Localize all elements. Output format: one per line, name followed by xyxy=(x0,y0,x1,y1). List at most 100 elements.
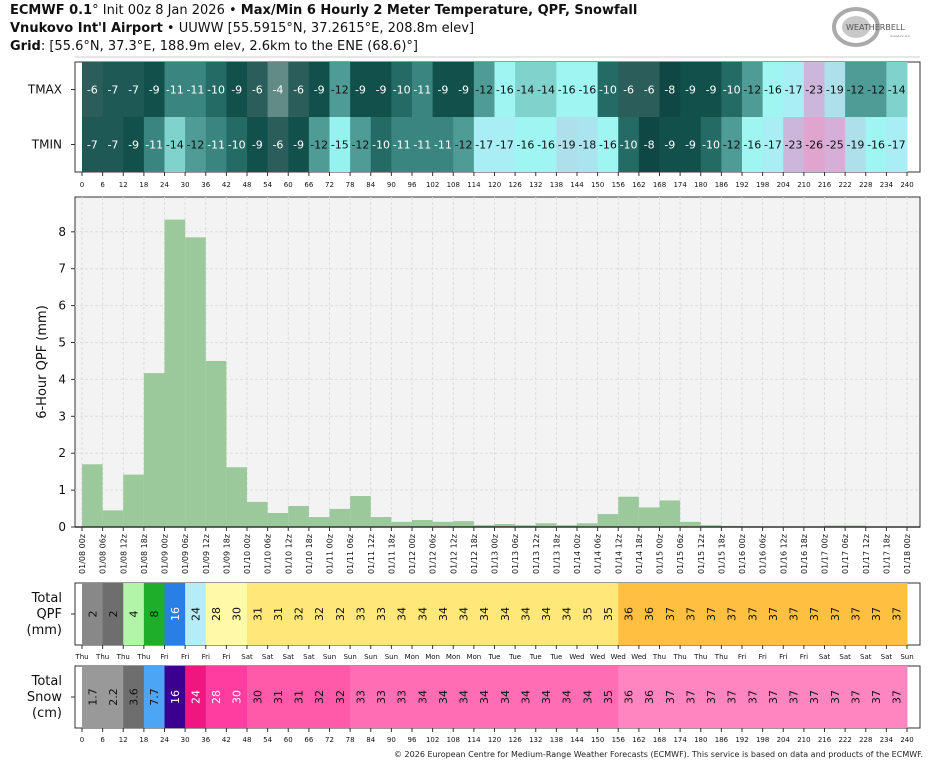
tmin-cell xyxy=(680,117,702,172)
tmin-value: -9 xyxy=(664,139,675,152)
tmin-cell xyxy=(329,117,351,172)
tmax-value: -9 xyxy=(149,84,160,97)
total-qpf-x-tick-label: Thu xyxy=(652,653,666,661)
tmax-cell xyxy=(412,62,434,117)
tmax-value: -14 xyxy=(888,84,906,97)
total-qpf-cell xyxy=(700,583,722,645)
tmin-value: -17 xyxy=(764,139,782,152)
qpf-bar xyxy=(577,523,598,527)
qpf-y-axis-label: 6-Hour QPF (mm) xyxy=(35,305,50,419)
total-snow-cell xyxy=(350,666,372,728)
tmax-cell xyxy=(350,62,372,117)
tmin-cell xyxy=(308,117,330,172)
total-snow-cell xyxy=(205,666,227,728)
tmin-value: -26 xyxy=(805,139,823,152)
temp-x-tick-label: 42 xyxy=(222,181,231,189)
qpf-x-tick-label: 01/15 06z xyxy=(676,534,685,574)
total-qpf-cell xyxy=(742,583,764,645)
total-qpf-cell xyxy=(143,583,165,645)
qpf-x-tick-label: 01/11 06z xyxy=(346,534,355,574)
qpf-bar xyxy=(185,237,206,527)
total-snow-cell xyxy=(473,666,495,728)
tmax-cell xyxy=(721,62,743,117)
total-qpf-x-tick-label: Sun xyxy=(364,653,377,661)
tmin-value: -12 xyxy=(723,139,741,152)
qpf-x-tick-label: 01/10 12z xyxy=(284,534,293,574)
tmin-value: -10 xyxy=(620,139,638,152)
total-qpf-panel: 2 2 4 8 16 24 28 30 31 31 32 32 32 33 33 34 34 34 34 34 34 34… xyxy=(27,582,921,661)
qpf-bar xyxy=(473,525,495,527)
tmin-cell xyxy=(886,117,908,172)
tmin-value: -9 xyxy=(128,139,139,152)
qpf-x-tick-label: 01/15 00z xyxy=(656,534,665,574)
total-snow-value: 34 xyxy=(561,690,574,704)
copyright-notice: © 2026 European Centre for Medium-Range … xyxy=(394,750,923,759)
total-snow-cell xyxy=(82,666,104,728)
total-snow-x-tick-label: 102 xyxy=(426,736,439,744)
total-snow-x-tick-label: 156 xyxy=(612,736,626,744)
total-qpf-cell xyxy=(638,583,660,645)
tmin-cell xyxy=(267,117,289,172)
total-snow-x-tick-label: 6 xyxy=(100,736,105,744)
qpf-bar xyxy=(494,524,516,527)
grid-line: Grid: [55.6°N, 37.3°E, 188.9m elev, 2.6k… xyxy=(10,39,418,54)
total-snow-value: 24 xyxy=(189,690,202,704)
temp-x-tick-label: 204 xyxy=(777,181,791,189)
total-snow-value: 37 xyxy=(829,690,842,704)
tmax-value: -6 xyxy=(87,84,98,97)
tmax-cell xyxy=(267,62,289,117)
temp-x-tick-label: 120 xyxy=(488,181,501,189)
tmin-cell xyxy=(102,117,124,172)
tmax-value: -16 xyxy=(496,84,514,97)
qpf-y-tick-label: 8 xyxy=(58,225,66,239)
total-snow-cell xyxy=(143,666,165,728)
qpf-x-tick-label: 01/11 00z xyxy=(326,534,335,574)
total-snow-value: 37 xyxy=(808,690,821,704)
temp-x-tick-label: 36 xyxy=(201,181,210,189)
tmin-value: -12 xyxy=(310,139,328,152)
qpf-x-tick-label: 01/08 06z xyxy=(99,534,108,574)
total-snow-cell xyxy=(329,666,351,728)
total-snow-value: 33 xyxy=(396,690,409,704)
total-snow-x-tick-label: 54 xyxy=(263,736,272,744)
total-qpf-x-tick-label: Sun xyxy=(323,653,336,661)
total-qpf-x-tick-label: Mon xyxy=(466,653,481,661)
temp-x-tick-label: 114 xyxy=(467,181,481,189)
tmin-value: -17 xyxy=(475,139,493,152)
total-qpf-value: 37 xyxy=(849,607,862,621)
total-qpf-value: 35 xyxy=(602,607,615,621)
total-snow-cell xyxy=(556,666,578,728)
tmax-value: -6 xyxy=(293,84,304,97)
total-snow-cell xyxy=(886,666,908,728)
total-snow-value: 7.7 xyxy=(148,688,161,706)
total-qpf-x-tick-label: Mon xyxy=(405,653,420,661)
qpf-x-tick-label: 01/09 06z xyxy=(181,534,190,574)
qpf-bar xyxy=(412,519,433,527)
tmax-value: -16 xyxy=(578,84,596,97)
total-qpf-cell xyxy=(350,583,372,645)
tmin-value: -16 xyxy=(599,139,617,152)
tmax-value: -12 xyxy=(743,84,761,97)
total-qpf-value: 37 xyxy=(891,607,904,621)
tmax-cell xyxy=(391,62,413,117)
qpf-x-tick-label: 01/15 18z xyxy=(717,534,726,574)
tmax-cell xyxy=(824,62,846,117)
temp-x-tick-label: 174 xyxy=(673,181,687,189)
qpf-x-tick-label: 01/10 06z xyxy=(264,534,273,574)
tmin-cell xyxy=(185,117,207,172)
total-qpf-x-tick-label: Sun xyxy=(385,653,398,661)
total-qpf-cell xyxy=(226,583,248,645)
qpf-x-tick-label: 01/13 12z xyxy=(532,534,541,574)
total-snow-value: 36 xyxy=(643,690,656,704)
total-qpf-value: 36 xyxy=(643,607,656,621)
qpf-x-tick-label: 01/17 00z xyxy=(821,534,830,574)
qpf-x-tick-label: 01/14 18z xyxy=(635,534,644,574)
qpf-bar xyxy=(288,505,309,527)
tmin-value: -9 xyxy=(252,139,263,152)
total-snow-cell xyxy=(102,666,124,728)
total-qpf-cell xyxy=(432,583,454,645)
tmin-value: -12 xyxy=(455,139,473,152)
total-snow-x-tick-label: 18 xyxy=(139,736,148,744)
total-qpf-value: 34 xyxy=(540,607,553,621)
qpf-x-tick-label: 01/11 12z xyxy=(367,534,376,574)
